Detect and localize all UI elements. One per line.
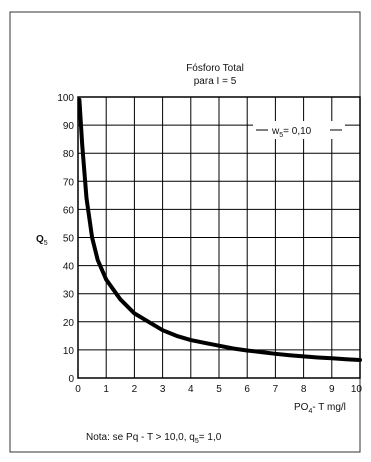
y-tick-label: 80 [63, 149, 75, 160]
y-tick-label: 30 [63, 290, 75, 301]
legend-label: w5= 0,10 [271, 126, 312, 139]
x-tick-label: 5 [216, 384, 222, 395]
plot-border [77, 96, 361, 379]
x-tick-label: 10 [351, 384, 363, 395]
figure-border [9, 11, 361, 453]
x-tick-label: 9 [329, 384, 335, 395]
plot-area: 0 10 20 30 40 50 60 70 80 90 100 0 1 2 3 4 5 6 7 8 9 10 [57, 93, 362, 395]
y-tick-label: 60 [63, 205, 75, 216]
x-tick-label: 3 [160, 384, 166, 395]
y-tick-label: 50 [63, 234, 75, 245]
y-tick-label: 10 [63, 346, 75, 357]
x-tick-label: 8 [301, 384, 307, 395]
y-tick-label: 0 [68, 374, 74, 385]
x-tick-label: 4 [188, 384, 194, 395]
legend-box [253, 121, 345, 139]
chart-title: Fósforo Total [186, 63, 244, 74]
x-tick-label: 7 [273, 384, 279, 395]
y-axis-ticks: 0 10 20 30 40 50 60 70 80 90 100 [57, 93, 74, 385]
y-tick-label: 40 [63, 262, 75, 273]
y-tick-label: 100 [57, 93, 74, 104]
y-tick-label: 70 [63, 177, 75, 188]
x-axis-ticks: 0 1 2 3 4 5 6 7 8 9 10 [75, 384, 362, 395]
x-tick-label: 1 [103, 384, 109, 395]
x-tick-label: 2 [132, 384, 138, 395]
y-axis-label: Q5 [36, 234, 48, 247]
x-tick-label: 0 [75, 384, 81, 395]
chart-subtitle: para I = 5 [194, 76, 237, 87]
x-tick-label: 6 [244, 384, 250, 395]
footnote: Nota: se Pq - T > 10,0, q5= 1,0 [86, 432, 222, 445]
legend: w5= 0,10 [253, 121, 345, 139]
y-tick-label: 90 [63, 121, 75, 132]
x-axis-label: PO4- T mg/l [294, 402, 346, 415]
series-line [77, 97, 362, 362]
y-tick-label: 20 [63, 318, 75, 329]
